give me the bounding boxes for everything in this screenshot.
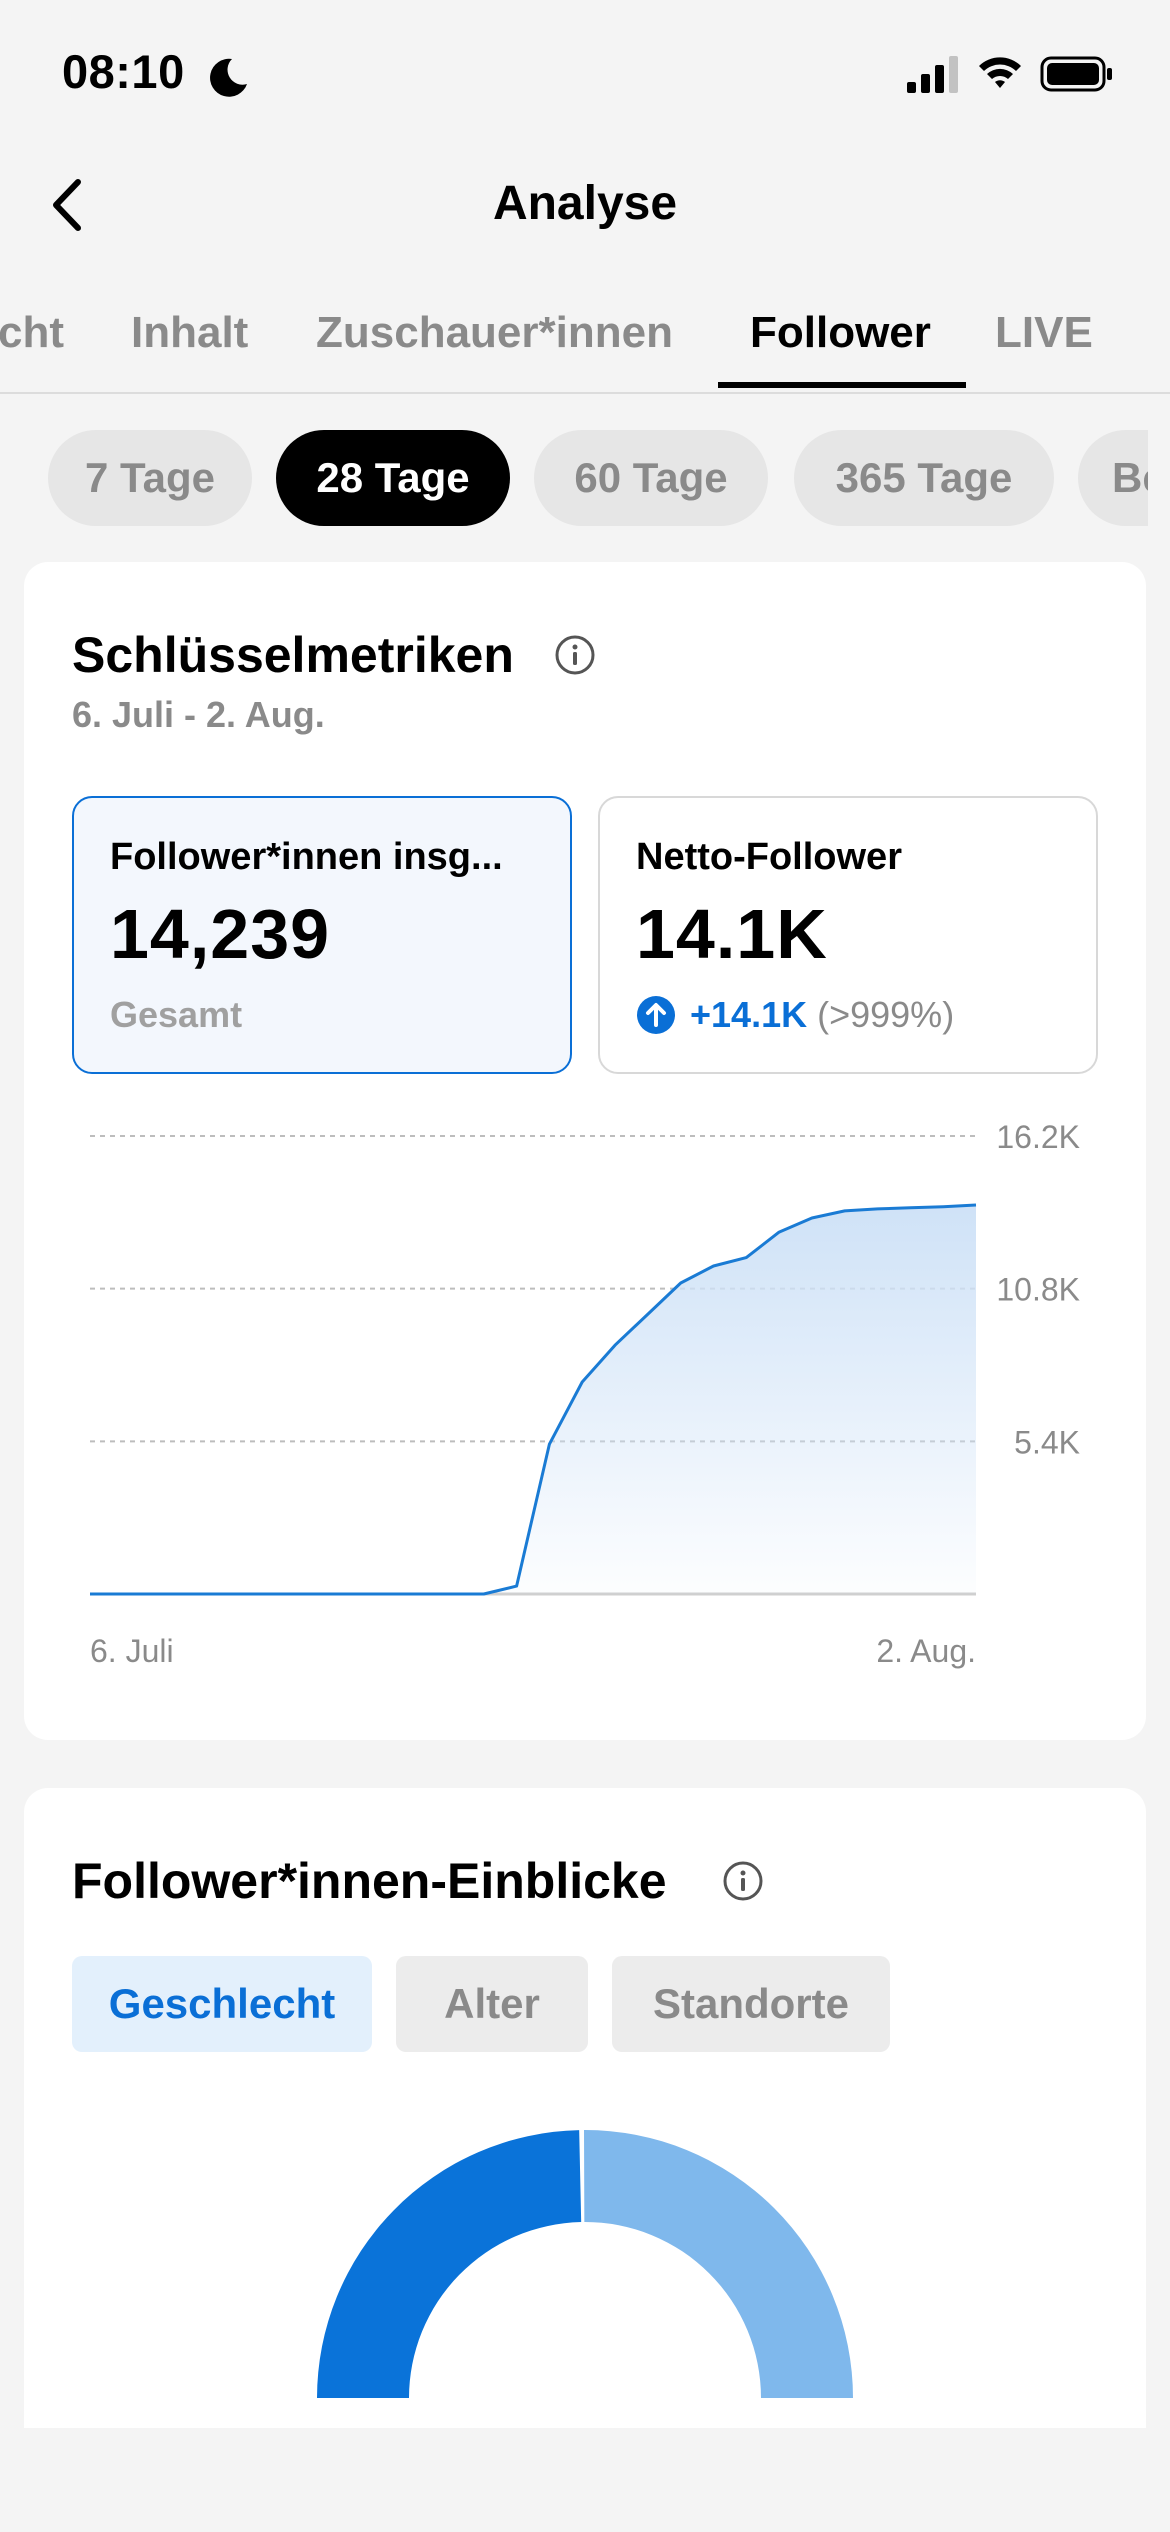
date-range-label: 6. Juli - 2. Aug.	[72, 694, 325, 735]
status-bar: 08:10	[0, 0, 1170, 150]
metric-value: 14.1K	[636, 895, 828, 973]
key-metrics-title: Schlüsselmetriken	[72, 627, 514, 683]
insights-title: Follower*innen-Einblicke	[72, 1853, 667, 1909]
active-tab-indicator	[718, 382, 966, 388]
change-row: +14.1K (>999%)	[636, 994, 954, 1036]
y-tick-label: 16.2K	[996, 1119, 1080, 1155]
segment-gender[interactable]: Geschlecht	[72, 1956, 372, 2052]
follower-insights-card: Follower*innen-Einblicke Geschlecht Alte…	[24, 1788, 1146, 2428]
x-tick-label-end: 2. Aug.	[876, 1633, 976, 1669]
total-followers-metric[interactable]: Follower*innen insg... 14,239 Gesamt	[72, 796, 572, 1074]
followers-series-line	[90, 1203, 977, 1596]
metric-sublabel: Gesamt	[110, 994, 243, 1035]
key-metrics-card: Schlüsselmetriken 6. Juli - 2. Aug. Foll…	[24, 562, 1146, 1740]
analytics-tabs: cht Inhalt Zuschauer*innen Follower LIVE	[0, 290, 1170, 394]
battery-icon	[1040, 56, 1112, 92]
range-365-days[interactable]: 365 Tage	[794, 430, 1054, 526]
metric-label: Follower*innen insg...	[110, 836, 503, 878]
y-tick-label: 5.4K	[1014, 1424, 1080, 1460]
change-percent: (>999%)	[817, 994, 955, 1035]
date-range-chips: 7 Tage 28 Tage 60 Tage 365 Tage Be	[0, 430, 1148, 526]
tab-content[interactable]: Inhalt	[131, 308, 249, 357]
moon-icon	[210, 58, 247, 97]
followers-area-chart[interactable]: 16.2K 10.8K 5.4K 6. Juli 2. Aug.	[24, 1102, 1146, 1722]
change-value: +14.1K	[690, 994, 808, 1035]
donut-segment-2[interactable]	[584, 2130, 853, 2398]
x-tick-label-start: 6. Juli	[90, 1633, 174, 1669]
back-arrow-icon[interactable]	[40, 170, 96, 240]
range-60-days[interactable]: 60 Tage	[534, 430, 768, 526]
tab-live[interactable]: LIVE	[995, 308, 1093, 357]
range-custom[interactable]: Be	[1078, 430, 1148, 526]
metric-value: 14,239	[110, 895, 331, 973]
tab-followers[interactable]: Follower	[750, 308, 931, 357]
metric-label: Netto-Follower	[636, 836, 902, 878]
tab-viewers[interactable]: Zuschauer*innen	[316, 308, 673, 357]
donut-segment-1[interactable]	[317, 2130, 582, 2398]
arrow-up-circle-icon	[637, 996, 675, 1034]
net-followers-metric[interactable]: Netto-Follower 14.1K +14.1K (>999%)	[598, 796, 1098, 1074]
cellular-signal-icon	[907, 56, 958, 93]
followers-area-fill	[90, 1205, 976, 1594]
range-7-days[interactable]: 7 Tage	[48, 430, 252, 526]
info-icon[interactable]	[722, 1860, 764, 1902]
status-time: 08:10	[62, 45, 185, 98]
range-28-days[interactable]: 28 Tage	[276, 430, 510, 526]
wifi-icon	[979, 57, 1021, 88]
tab-overview[interactable]: cht	[0, 308, 64, 357]
y-tick-label: 10.8K	[996, 1272, 1080, 1308]
segment-age[interactable]: Alter	[396, 1956, 588, 2052]
gender-donut-chart[interactable]	[24, 2098, 1146, 2428]
segment-locations[interactable]: Standorte	[612, 1956, 890, 2052]
info-icon[interactable]	[554, 634, 596, 676]
page-title: Analyse	[492, 177, 678, 230]
